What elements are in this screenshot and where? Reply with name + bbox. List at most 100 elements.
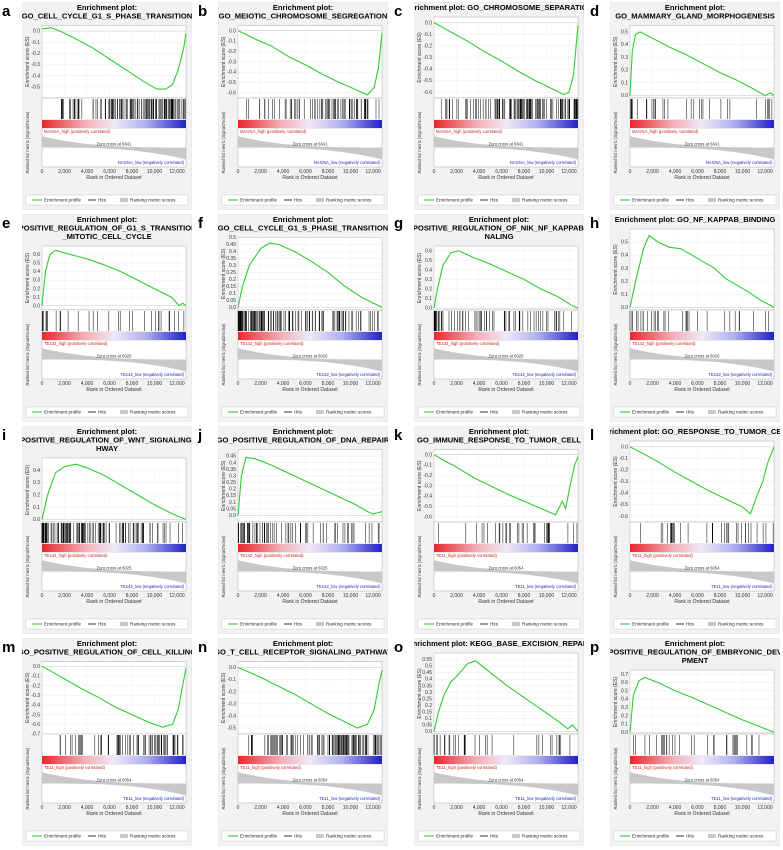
heat-band [434, 120, 578, 128]
panel-letter: p [590, 639, 600, 656]
panel-letter: f [198, 215, 203, 232]
metric-axis-label: Ranked list metric (Signal2Noise) [25, 747, 30, 810]
legend-ranking-swatch [120, 622, 128, 626]
plot-title-line: GO_MAMMARY_GLAND_MORPHOGENESIS [615, 12, 775, 21]
x-tick-label: 10,000 [735, 169, 751, 175]
legend-ranking-label: Ranking metric scores [718, 622, 764, 627]
zero-cross-label: Zero cross at 6641 [489, 142, 525, 147]
legend-ranking-swatch [120, 198, 128, 202]
panel-j: j Enrichment plot: GO_POSITIVE_REGULATION_… [198, 426, 388, 634]
legend-hits-label: Hits [294, 410, 303, 415]
x-tick-label: 8,000 [714, 381, 727, 387]
x-tick-label: 0 [629, 381, 632, 387]
enrichment-profile-line [237, 666, 383, 729]
zero-cross-label: Zero cross at 6025 [97, 354, 133, 359]
es-axis-label: Enrichment score (ES) [613, 36, 619, 87]
gsea-plot-d: Enrichment plot:GO_MAMMARY_GLAND_MORPHOG… [610, 2, 780, 210]
y-tick-label: 0.2 [621, 279, 628, 285]
y-tick-label: 0.5 [621, 29, 628, 35]
y-tick-label: -0.1 [423, 32, 432, 38]
enrichment-profile-line [237, 242, 383, 308]
x-axis-label: Rank in Ordered Dataset [674, 811, 730, 817]
y-tick-label: 0.3 [425, 690, 432, 696]
y-tick-label: 0.2 [621, 68, 628, 74]
x-tick-label: 4,000 [669, 805, 682, 811]
neg-corr-label: TE11_low (negatively correlated) [123, 796, 185, 801]
y-tick-label: 0.1 [229, 291, 236, 297]
zero-cross-label: Zero cross at 6025 [685, 354, 721, 359]
y-tick-label: -0.2 [227, 689, 236, 695]
x-tick-label: 8,000 [518, 593, 531, 599]
neg-corr-label: TE11_low (negatively correlated) [319, 796, 381, 801]
panel-letter: m [2, 639, 16, 656]
enrichment-profile-line [41, 249, 187, 307]
legend-hits-label: Hits [686, 834, 695, 839]
y-tick-label: 0.4 [33, 269, 40, 275]
x-tick-label: 6,000 [299, 805, 312, 811]
x-tick-label: 8,000 [126, 805, 139, 811]
es-axis-label: Enrichment score (ES) [417, 668, 423, 719]
ranking-metric-area [630, 772, 774, 796]
y-tick-label: 0.4 [229, 460, 236, 466]
es-axis-label: Enrichment score (ES) [25, 253, 31, 304]
enrichment-profile-line [629, 446, 775, 515]
x-tick-label: 2,000 [254, 593, 267, 599]
neg-corr-label: TE11_low (negatively correlated) [711, 584, 773, 589]
es-axis-label: Enrichment score (ES) [613, 456, 619, 507]
legend-enrichment-label: Enrichment profile [632, 410, 669, 415]
es-axis-label: Enrichment score (ES) [613, 677, 619, 728]
y-tick-label: 0.0 [229, 305, 236, 311]
plot-title-line: Enrichment plot: [273, 215, 333, 224]
x-tick-label: 12,000 [561, 169, 577, 175]
x-tick-label: 10,000 [147, 169, 163, 175]
panel-letter: d [590, 3, 600, 20]
heat-band [238, 332, 382, 340]
y-tick-label: 0.3 [621, 266, 628, 272]
legend-enrichment-label: Enrichment profile [436, 834, 473, 839]
plot-title-line: GO_POSITIVE_REGULATION_OF_G1_S_TRANSITIO… [22, 224, 192, 233]
y-tick-label: 0.3 [229, 473, 236, 479]
y-tick-label: -0.4 [423, 494, 432, 500]
legend-box [221, 194, 385, 206]
legend-ranking-swatch [316, 834, 324, 838]
y-tick-label: 0.0 [425, 452, 432, 458]
y-tick-label: -0.1 [31, 40, 40, 46]
x-tick-label: 2,000 [450, 381, 463, 387]
x-tick-label: 2,000 [58, 593, 71, 599]
x-tick-label: 0 [629, 805, 632, 811]
plot-title-line: Enrichment plot: [77, 639, 137, 648]
panel-n: n Enrichment plot: GO_T_CELL_RECEPTOR_SIGN… [198, 638, 388, 846]
legend-enrichment-label: Enrichment profile [44, 622, 81, 627]
enrichment-profile-line [629, 676, 775, 733]
heat-band [42, 120, 186, 128]
x-tick-label: 2,000 [58, 805, 71, 811]
gsea-plot-g: Enrichment plot:GO_POSITIVE_REGULATION_O… [414, 214, 584, 422]
hits-area [629, 97, 775, 121]
legend-hits-label: Hits [98, 622, 107, 627]
plot-title-line: Enrichment plot: [77, 215, 137, 224]
legend-ranking-swatch [708, 410, 716, 414]
enrichment-profile-line [237, 30, 383, 96]
x-tick-label: 2,000 [254, 381, 267, 387]
es-axis-label: Enrichment score (ES) [25, 465, 31, 516]
panel-k: k Enrichment plot: GO_IMMUNE_RESPONSE_TO_T… [394, 426, 584, 634]
y-tick-label: 0.6 [425, 248, 432, 254]
legend-ranking-swatch [708, 622, 716, 626]
legend-box [613, 406, 777, 418]
x-tick-label: 12,000 [365, 593, 381, 599]
y-tick-label: -0.3 [31, 693, 40, 699]
x-tick-label: 12,000 [365, 381, 381, 387]
panel-e: e Enrichment plot:GO_POSITIVE_REGULATION_… [2, 214, 192, 422]
ranking-metric-area [42, 348, 186, 372]
panel-letter: b [198, 3, 208, 20]
neg-corr-label: NAGNA_low (negatively correlated) [118, 160, 185, 165]
legend-enrichment-label: Enrichment profile [44, 834, 81, 839]
x-tick-label: 10,000 [343, 381, 359, 387]
legend-box [417, 406, 581, 418]
legend-box [221, 830, 385, 842]
y-tick-label: -0.2 [31, 51, 40, 57]
y-tick-label: 0.2 [229, 487, 236, 493]
pos-corr-label: TE11_high (positively correlated) [240, 765, 302, 770]
legend-ranking-label: Ranking metric scores [522, 198, 568, 203]
y-tick-label: -0.4 [31, 73, 40, 79]
